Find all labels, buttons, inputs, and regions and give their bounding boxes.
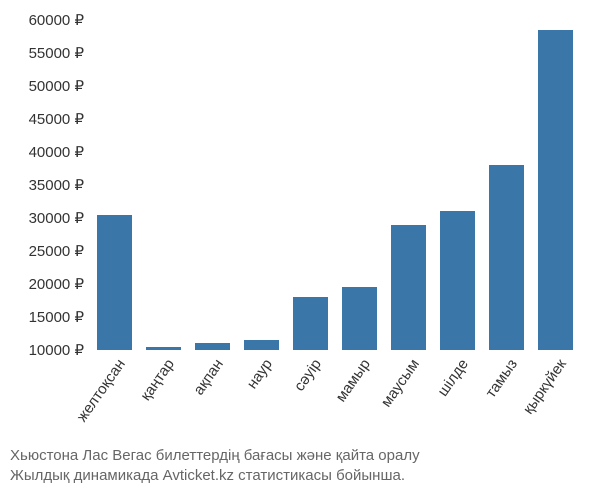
y-tick-label: 60000 ₽ — [29, 11, 84, 29]
bar-slot — [237, 20, 286, 350]
x-axis-labels: желтоқсанқаңтар ақпан наур сәуірмамырмаусым… — [90, 350, 580, 440]
x-label-slot: наур — [237, 350, 286, 440]
bars-group — [90, 20, 580, 350]
x-label-slot: желтоқсан — [90, 350, 139, 440]
chart-container: 10000 ₽ 15000 ₽ 20000 ₽ 25000 ₽ 30000 ₽ 35000… — [0, 0, 600, 500]
x-tick-label: мамыр — [332, 356, 374, 405]
bar — [342, 287, 376, 350]
caption-line-1: Хьюстона Лас Вегас билеттердің бағасы жә… — [10, 446, 580, 466]
bar-slot — [90, 20, 139, 350]
bar — [538, 30, 572, 350]
bar — [97, 215, 131, 350]
bar-slot — [139, 20, 188, 350]
x-tick-label: маусым — [377, 356, 422, 410]
bar — [391, 225, 425, 350]
x-label-slot: маусым — [384, 350, 433, 440]
y-tick-label: 10000 ₽ — [29, 341, 84, 359]
x-tick-label: қаңтар — [137, 356, 178, 404]
x-label-slot: ақпан — [188, 350, 237, 440]
bar-slot — [188, 20, 237, 350]
bar — [244, 340, 278, 350]
x-tick-label: ақпан — [190, 356, 227, 398]
x-tick-label: сәуір — [290, 356, 324, 394]
bar-slot — [286, 20, 335, 350]
x-label-slot: сәуір — [286, 350, 335, 440]
bar-slot — [482, 20, 531, 350]
bar — [293, 297, 327, 350]
bar — [195, 343, 229, 350]
x-label-slot: қыркүйек — [531, 350, 580, 440]
x-label-slot: тамыз — [482, 350, 531, 440]
bar — [489, 165, 523, 350]
bar — [440, 211, 474, 350]
bar-slot — [433, 20, 482, 350]
y-tick-label: 40000 ₽ — [29, 143, 84, 161]
y-tick-label: 45000 ₽ — [29, 110, 84, 128]
y-tick-label: 30000 ₽ — [29, 209, 84, 227]
y-tick-label: 20000 ₽ — [29, 275, 84, 293]
x-tick-label: желтоқсан — [73, 356, 128, 425]
bar-slot — [335, 20, 384, 350]
x-tick-label: наур — [243, 356, 275, 392]
x-label-slot: мамыр — [335, 350, 384, 440]
plot-area — [90, 20, 580, 350]
chart-caption: Хьюстона Лас Вегас билеттердің бағасы жә… — [10, 446, 580, 487]
y-tick-label: 55000 ₽ — [29, 44, 84, 62]
y-tick-label: 35000 ₽ — [29, 176, 84, 194]
y-tick-label: 25000 ₽ — [29, 242, 84, 260]
x-tick-label: шілде — [434, 356, 472, 400]
bar-slot — [384, 20, 433, 350]
x-label-slot: шілде — [433, 350, 482, 440]
caption-line-2: Жылдық динамикада Avticket.kz статистика… — [10, 466, 580, 486]
x-tick-label: тамыз — [482, 356, 521, 401]
bar-slot — [531, 20, 580, 350]
y-axis: 10000 ₽15000 ₽20000 ₽25000 ₽30000 ₽35000… — [0, 20, 90, 350]
x-label-slot: қаңтар — [139, 350, 188, 440]
y-tick-label: 50000 ₽ — [29, 77, 84, 95]
y-tick-label: 15000 ₽ — [29, 308, 84, 326]
